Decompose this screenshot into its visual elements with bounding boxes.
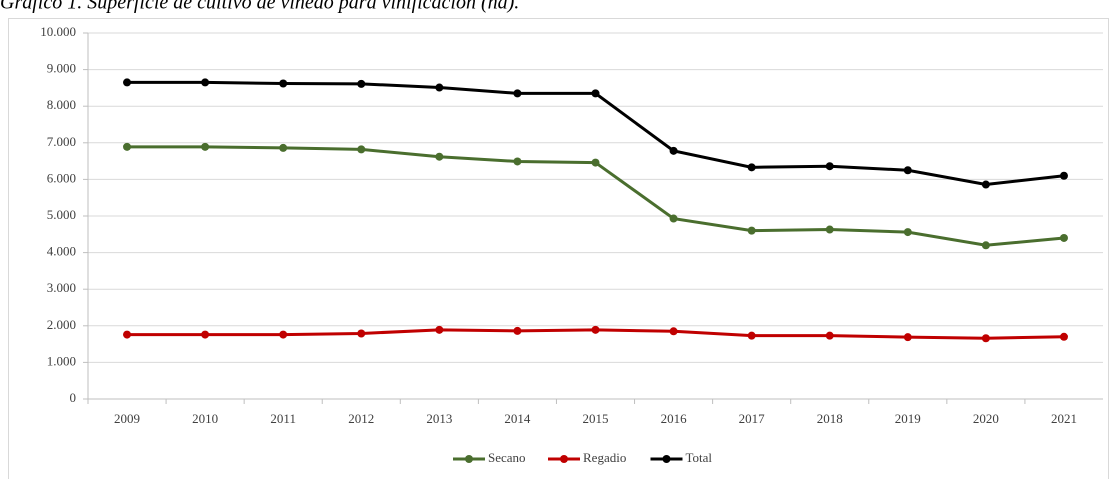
point (1059, 332, 1068, 341)
y-tick-label: 8.000 (47, 97, 76, 112)
point (591, 89, 600, 98)
point (825, 331, 834, 340)
x-tick-label: 2014 (504, 411, 531, 426)
point (669, 214, 678, 223)
point (669, 327, 678, 336)
point (1059, 171, 1068, 180)
point (435, 83, 444, 92)
legend-marker (560, 455, 568, 463)
x-tick-label: 2019 (895, 411, 921, 426)
y-tick-label: 2.000 (47, 317, 76, 332)
point (591, 325, 600, 334)
point (669, 146, 678, 155)
point (357, 79, 366, 88)
chart-title: Gráfico 1. Superficie de cultivo de viñe… (0, 0, 519, 14)
point (513, 326, 522, 335)
point (123, 142, 132, 151)
point (981, 334, 990, 343)
legend-label: Secano (488, 450, 526, 465)
x-tick-label: 2015 (583, 411, 609, 426)
point (903, 228, 912, 237)
point (591, 158, 600, 167)
x-tick-label: 2016 (661, 411, 688, 426)
chart-border (8, 18, 1109, 484)
point (279, 143, 288, 152)
point (201, 330, 210, 339)
point (1059, 233, 1068, 242)
point (903, 166, 912, 175)
point (747, 226, 756, 235)
y-tick-label: 5.000 (47, 207, 76, 222)
legend-marker (465, 455, 473, 463)
x-tick-label: 2010 (192, 411, 218, 426)
point (201, 142, 210, 151)
y-tick-label: 0 (70, 390, 77, 405)
y-tick-label: 10.000 (40, 24, 76, 39)
point (435, 325, 444, 334)
x-tick-label: 2011 (270, 411, 296, 426)
point (357, 329, 366, 338)
legend-label: Total (686, 450, 713, 465)
point (513, 89, 522, 98)
point (279, 330, 288, 339)
x-tick-label: 2017 (739, 411, 766, 426)
y-tick-label: 9.000 (47, 61, 76, 76)
y-tick-label: 1.000 (47, 353, 76, 368)
legend-marker (662, 455, 671, 463)
point (825, 162, 834, 171)
point (123, 330, 132, 339)
x-tick-label: 2018 (817, 411, 843, 426)
point (513, 157, 522, 166)
y-tick-label: 7.000 (47, 134, 76, 149)
x-tick-label: 2009 (114, 411, 140, 426)
point (279, 79, 288, 88)
point (201, 78, 210, 87)
point (981, 241, 990, 250)
point (825, 225, 834, 234)
y-tick-label: 6.000 (47, 170, 76, 185)
point (357, 145, 366, 154)
point (747, 331, 756, 340)
point (435, 152, 444, 161)
point (981, 180, 990, 189)
y-tick-label: 3.000 (47, 280, 76, 295)
point (903, 333, 912, 342)
series-line (127, 80, 1065, 187)
x-tick-label: 2021 (1051, 411, 1077, 426)
x-tick-label: 2012 (348, 411, 374, 426)
legend-label: Regadio (583, 450, 626, 465)
point (123, 78, 132, 87)
y-tick-label: 4.000 (47, 244, 76, 259)
x-tick-label: 2020 (973, 411, 999, 426)
x-tick-label: 2013 (426, 411, 452, 426)
point (747, 163, 756, 172)
